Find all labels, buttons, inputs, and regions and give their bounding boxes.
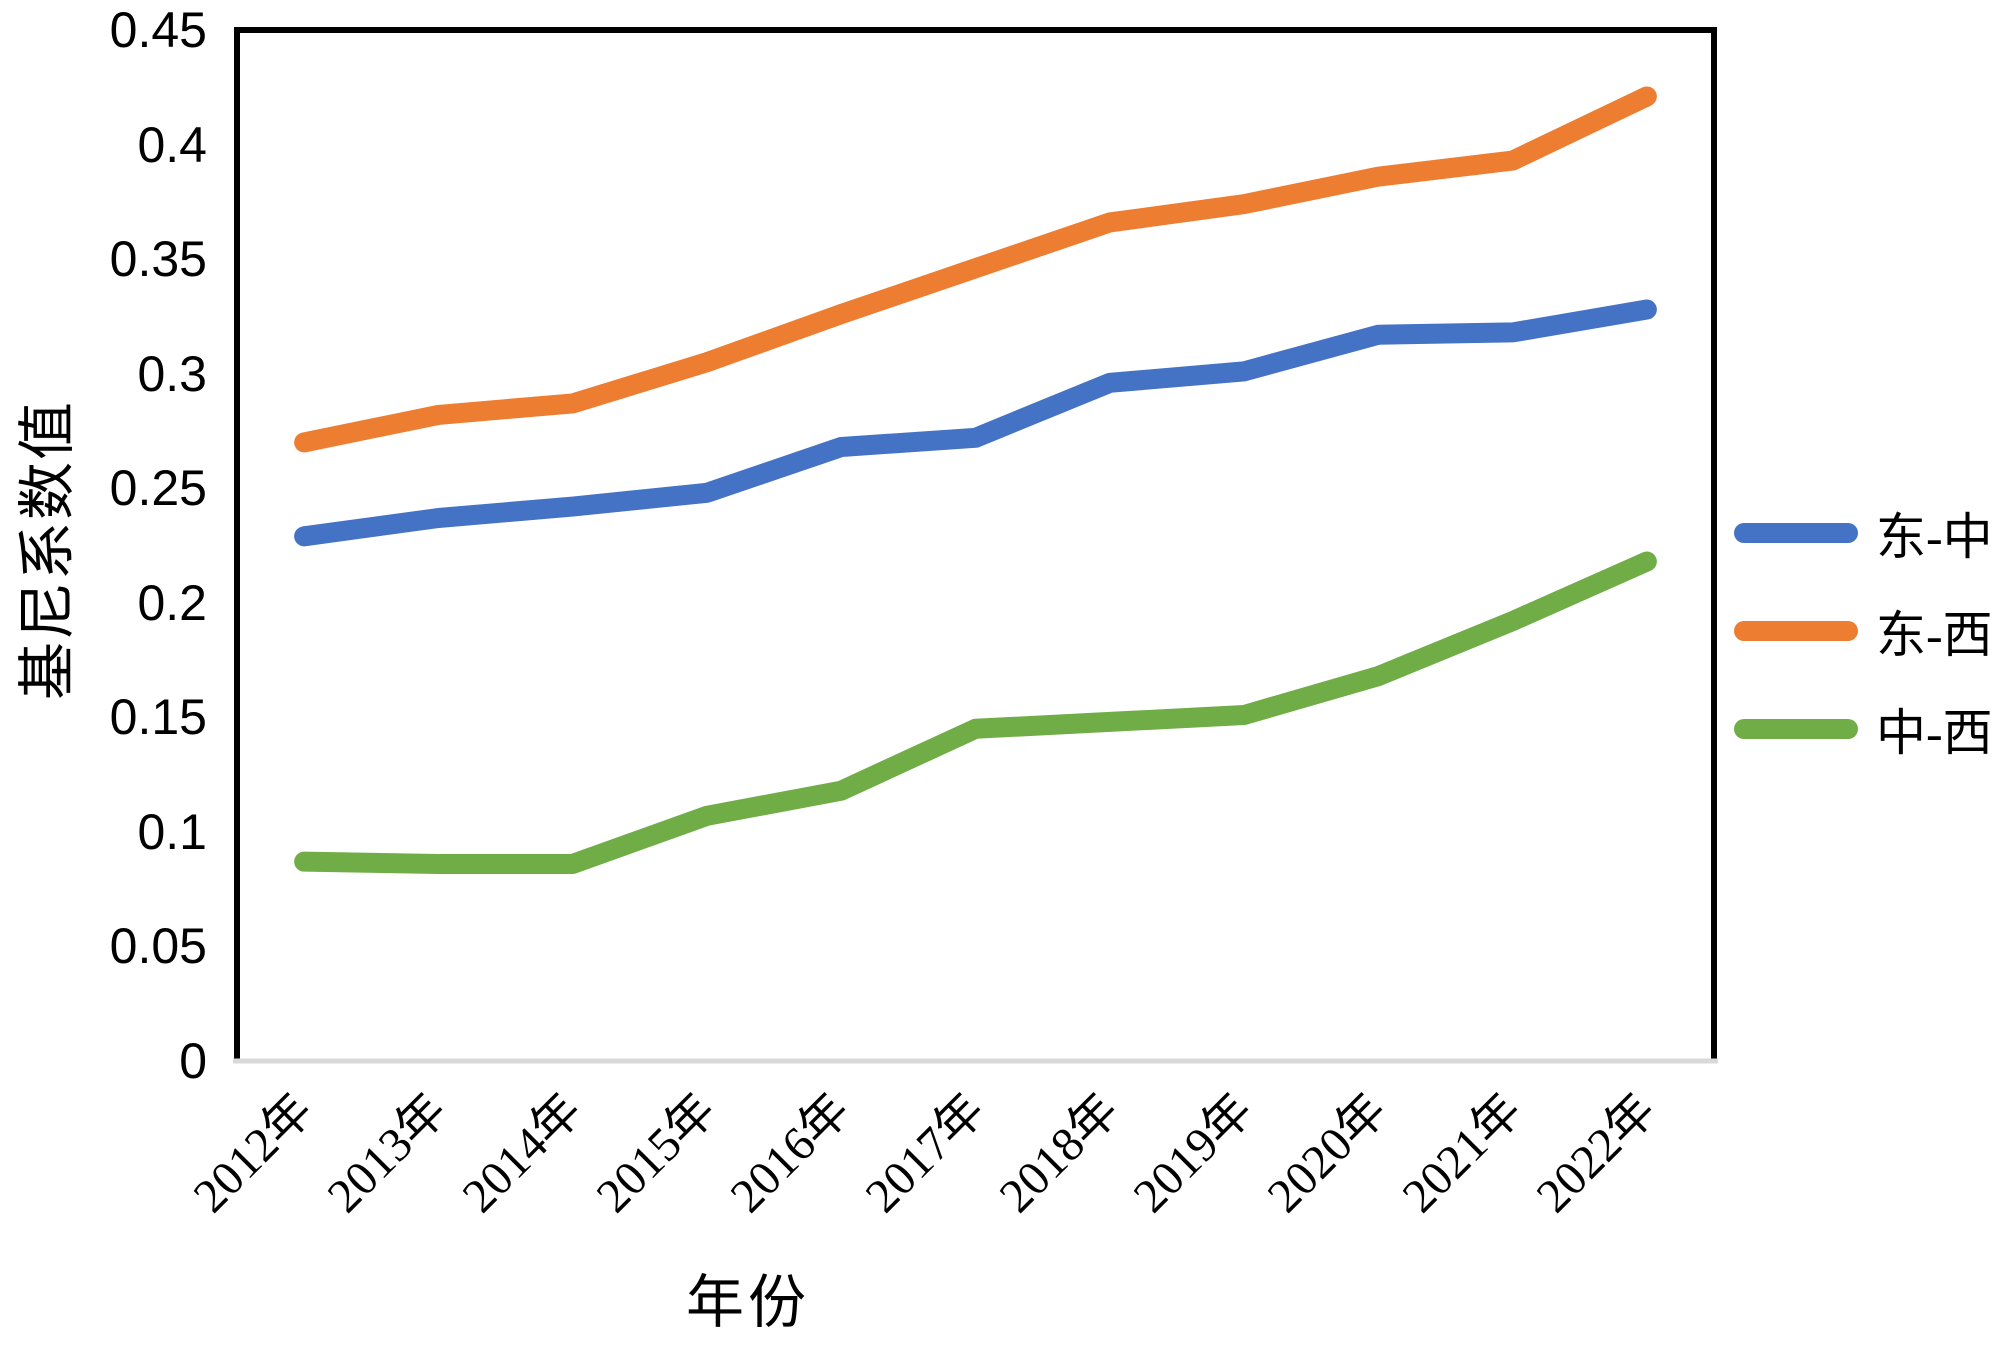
legend-swatch (1734, 621, 1858, 641)
y-axis-title: 基尼系数值 (15, 399, 80, 701)
legend: 东-中东-西中-西 (1734, 484, 1993, 778)
legend-swatch (1734, 719, 1858, 739)
series-line-1 (294, 86, 1657, 453)
legend-item: 中-西 (1734, 680, 1993, 778)
y-axis-tick-label: 0 (179, 1033, 207, 1089)
y-axis-tick-label: 0.25 (109, 460, 207, 517)
y-axis-tick-label: 0.3 (137, 345, 207, 402)
x-axis-title: 年份 (685, 1270, 811, 1335)
legend-swatch (1734, 523, 1858, 543)
legend-label: 东-西 (1876, 607, 1993, 663)
y-axis-tick-label: 0.05 (109, 918, 207, 975)
legend-item: 东-中 (1734, 484, 1993, 582)
legend-item: 东-西 (1734, 582, 1993, 680)
y-axis-tick-label: 0.15 (109, 689, 207, 746)
y-axis-tick-label: 0.45 (109, 2, 207, 58)
legend-label: 中-西 (1876, 705, 1993, 761)
y-axis-tick-label: 0.1 (137, 803, 207, 860)
y-axis-tick-label: 0.35 (109, 231, 207, 288)
legend-label: 东-中 (1876, 509, 1993, 565)
series-line-2 (294, 551, 1657, 874)
y-axis-tick-label: 0.2 (137, 574, 207, 631)
series-line-0 (294, 299, 1657, 547)
y-axis-tick-label: 0.4 (137, 116, 207, 173)
